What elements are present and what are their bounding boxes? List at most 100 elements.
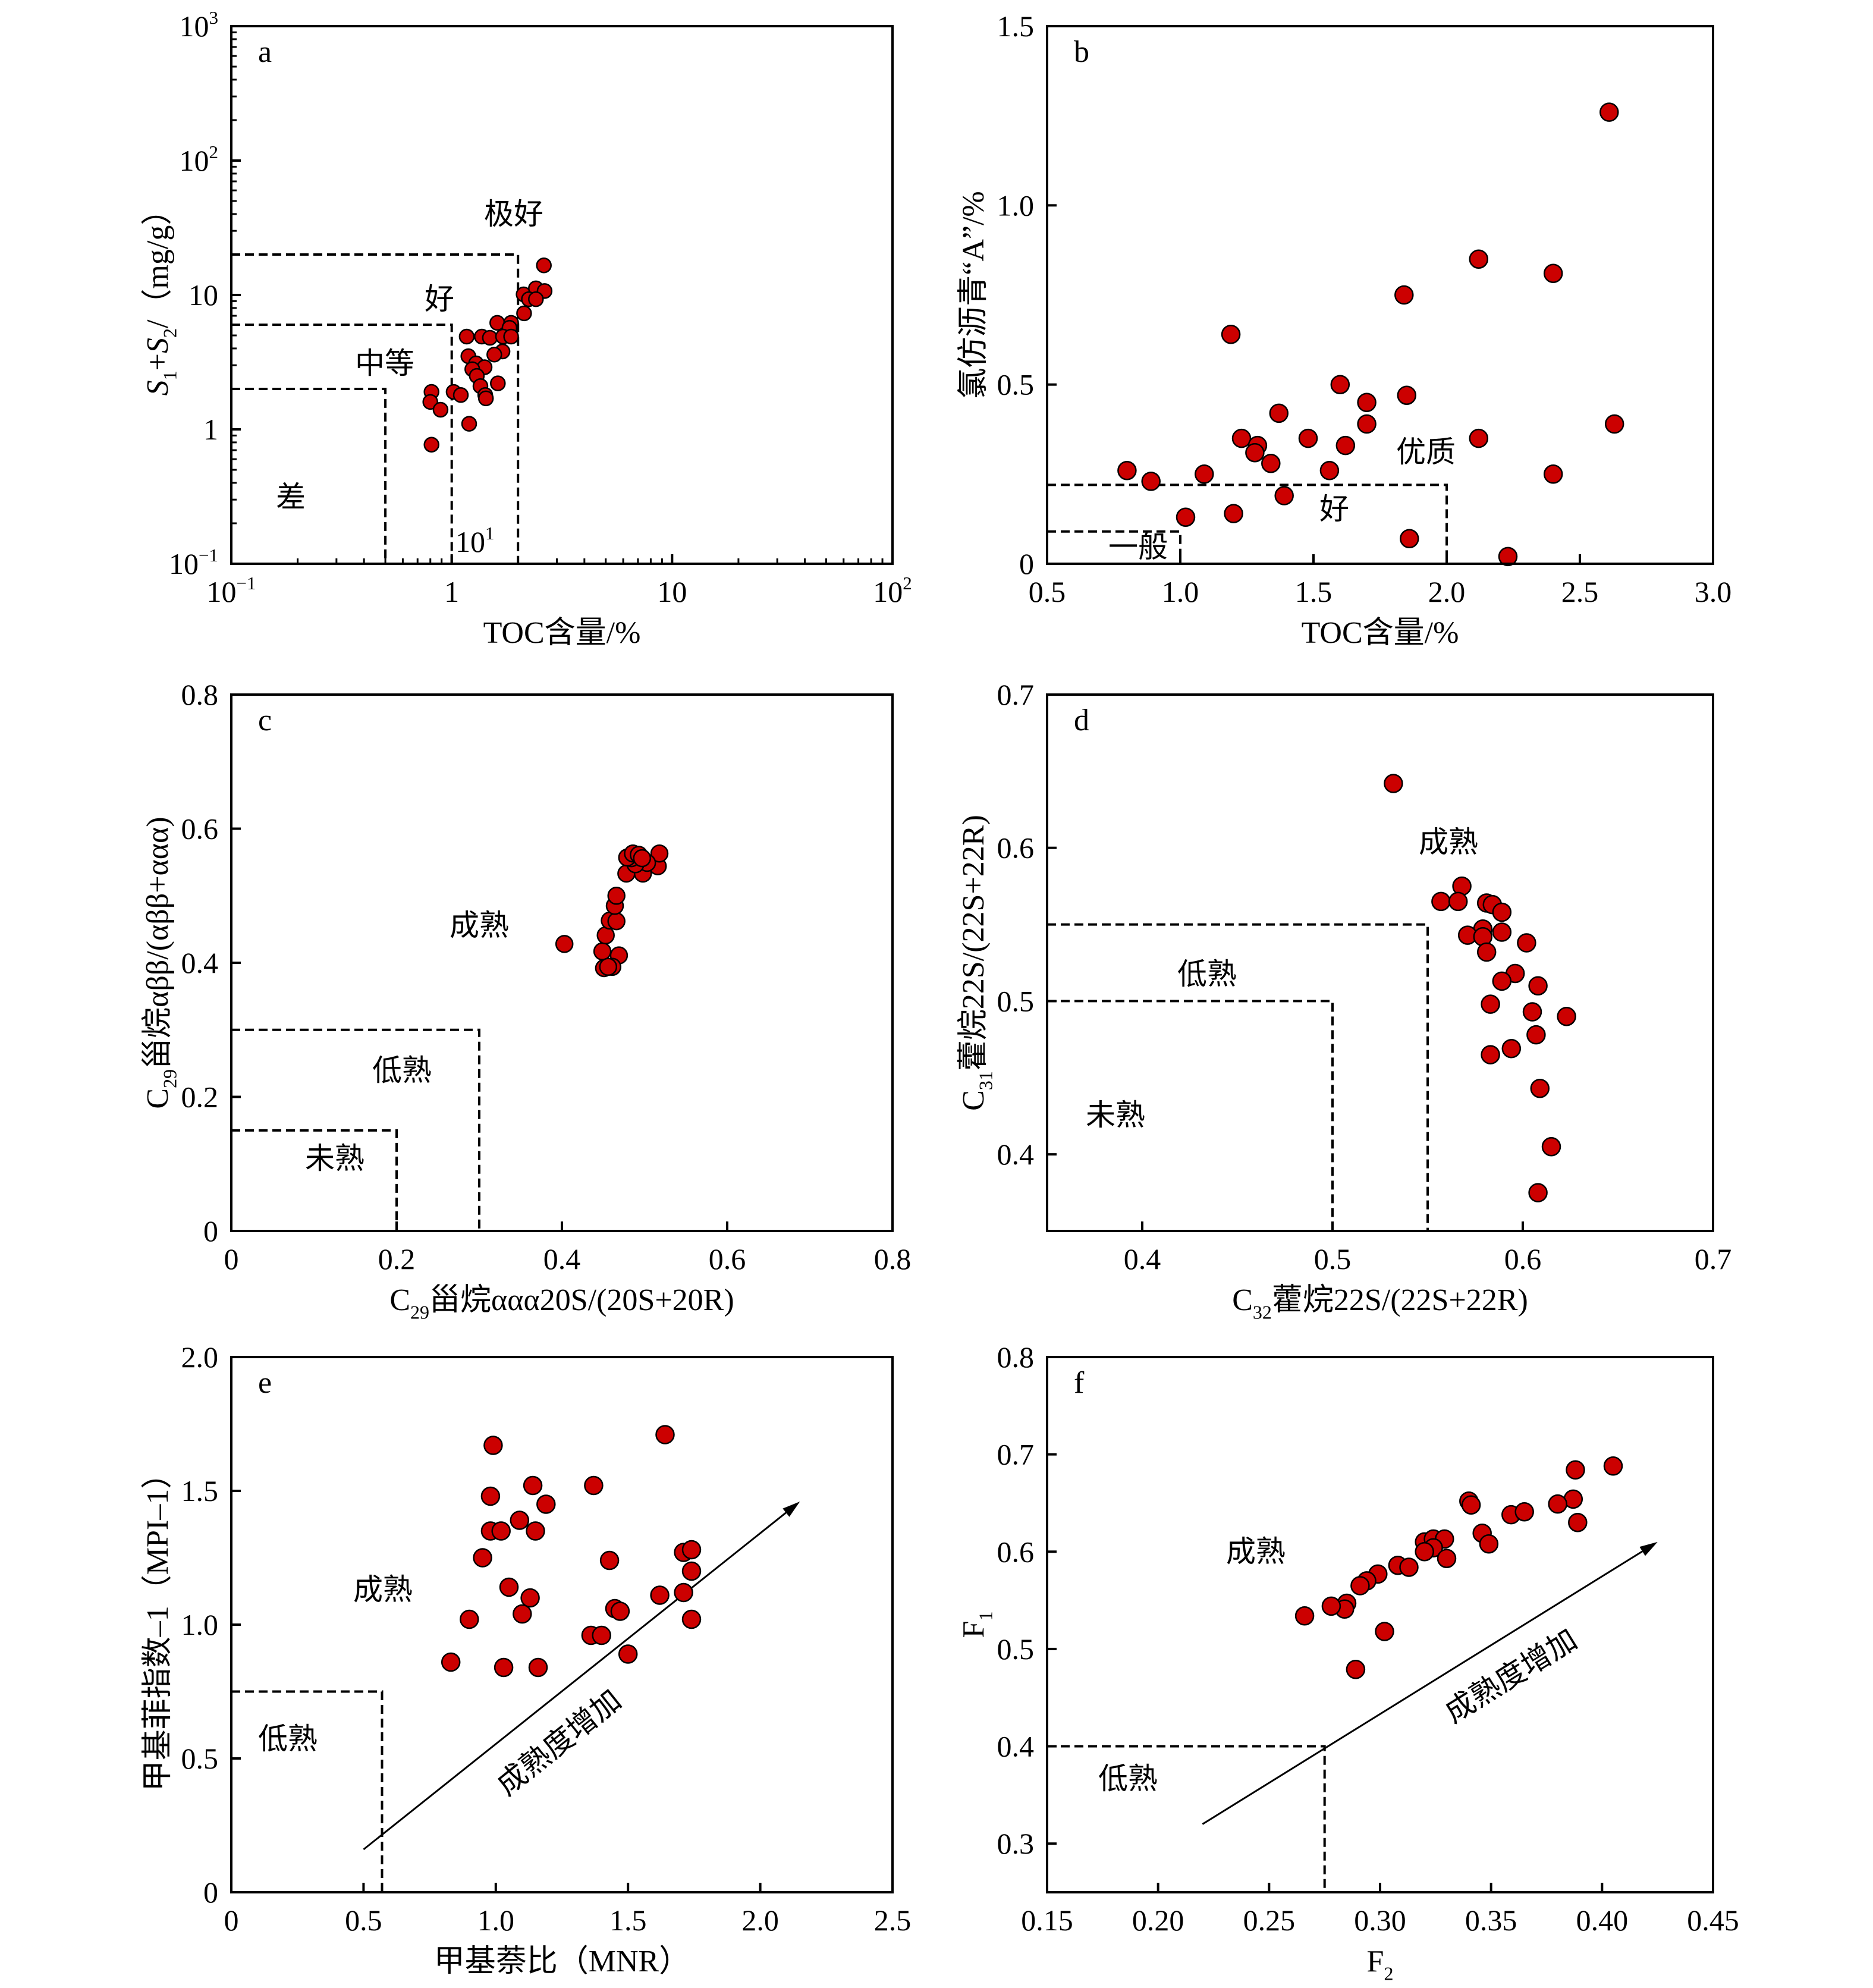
region-label: 成熟 <box>1226 1535 1286 1568</box>
text-segment: 0.7 <box>997 1438 1035 1471</box>
data-point <box>461 416 477 432</box>
maturity-trend-arrow <box>363 1512 787 1851</box>
plot-frame <box>1046 693 1714 1232</box>
x-tick-label: 0.4 <box>1124 1242 1161 1276</box>
text-segment: 29 <box>159 1069 181 1088</box>
text-segment: F <box>957 1621 991 1638</box>
text-segment: 0.4 <box>997 1138 1035 1171</box>
boundary-line <box>231 1690 384 1892</box>
text-segment: 甾烷αββ/(αββ+ααα) <box>141 816 175 1069</box>
region-label: 未熟 <box>1086 1098 1145 1132</box>
text-segment: 1 <box>975 1612 997 1621</box>
data-point <box>1543 263 1563 284</box>
data-point <box>1479 1534 1499 1554</box>
text-segment: 0.7 <box>1695 1242 1732 1276</box>
region-label: 未熟 <box>305 1142 364 1175</box>
x-tick-label: 0.5 <box>1029 575 1066 608</box>
data-point <box>1604 414 1624 434</box>
data-point <box>1319 461 1340 480</box>
data-point <box>1415 1542 1434 1562</box>
x-tick-label: 2.5 <box>1561 575 1599 608</box>
data-point <box>1176 507 1196 527</box>
y-tick-label: 0.7 <box>997 1438 1035 1471</box>
panel-letter: d <box>1074 704 1089 737</box>
x-tick-label: 0.40 <box>1576 1904 1629 1937</box>
boundary-line <box>231 388 387 564</box>
text-segment: 1 <box>159 370 181 380</box>
x-axis-title: C29甾烷ααα20S/(20S+20R) <box>389 1283 734 1323</box>
data-point <box>432 401 449 418</box>
data-point <box>618 1644 638 1664</box>
data-point <box>528 291 544 307</box>
text-segment: 2.0 <box>741 1904 779 1937</box>
x-tick-label: 0.20 <box>1132 1904 1184 1937</box>
data-point <box>1346 1660 1366 1679</box>
text-segment: 3 <box>209 7 219 28</box>
data-point <box>536 257 552 274</box>
y-tick-label: 0.4 <box>181 946 219 979</box>
y-axis-title: C29甾烷αββ/(αββ+ααα) <box>141 816 181 1108</box>
x-tick-label: 1.5 <box>609 1904 647 1937</box>
text-segment: 10 <box>873 575 903 608</box>
text-segment: C <box>389 1283 410 1317</box>
y-tick-label: 0 <box>203 1214 218 1248</box>
y-tick-label: 0 <box>1019 547 1034 580</box>
text-segment: 0.4 <box>181 946 219 979</box>
text-segment: 藿烷22S/(22S+22R) <box>1272 1283 1528 1317</box>
y-tick-label: 0.6 <box>181 812 219 846</box>
data-point <box>1530 1079 1550 1098</box>
data-point <box>494 1657 514 1678</box>
y-tick-label: 103 <box>180 7 219 43</box>
x-tick-label: 0 <box>224 1242 239 1276</box>
data-point <box>1330 375 1350 394</box>
x-tick-label: 0.45 <box>1687 1904 1739 1937</box>
data-point <box>520 1588 540 1608</box>
data-point <box>1357 392 1377 413</box>
data-point <box>1350 1576 1370 1596</box>
data-point <box>1517 933 1536 953</box>
x-axis-title: TOC含量/% <box>1302 616 1459 650</box>
arrowhead-icon <box>1639 1541 1658 1556</box>
data-point <box>458 328 475 345</box>
text-segment: 0.3 <box>997 1827 1035 1860</box>
y-tick-label: 0.5 <box>181 1742 219 1775</box>
text-segment: 0.6 <box>709 1242 746 1276</box>
data-point <box>1568 1512 1588 1532</box>
x-tick-label: 1.0 <box>477 1904 515 1937</box>
text-segment: 1.0 <box>477 1904 515 1937</box>
data-point <box>477 390 494 407</box>
text-segment: 2 <box>903 573 912 593</box>
data-point <box>1117 461 1137 480</box>
text-segment: 0.6 <box>997 1535 1035 1568</box>
panel-c-c29-sterane-ratios: 0 0.2 0.4 0.6 0.800.20.40.60.8成熟低熟未熟cC29甾烷αα… <box>141 678 911 1323</box>
data-point <box>1603 1456 1623 1476</box>
x-tick-label: 0.2 <box>378 1242 416 1276</box>
text-segment: 1.5 <box>1295 575 1333 608</box>
x-tick-label: 0.30 <box>1354 1904 1406 1937</box>
text-segment: C <box>1232 1283 1253 1317</box>
y-tick-label: 0.4 <box>997 1138 1035 1171</box>
text-segment: 10 <box>180 144 209 177</box>
x-tick-label: 0 <box>224 1904 239 1937</box>
text-segment: 0 <box>203 1876 218 1909</box>
data-point <box>1514 1502 1534 1522</box>
data-point <box>607 887 626 905</box>
text-segment: 10 <box>180 10 209 43</box>
plot-frame <box>1046 1356 1714 1893</box>
text-segment: 2 <box>1384 1963 1393 1984</box>
x-tick-label: 0.5 <box>345 1904 382 1937</box>
data-point <box>423 436 439 453</box>
region-label: 好 <box>425 282 454 316</box>
text-segment: TOC含量/% <box>1302 616 1459 650</box>
y-axis-title: F1 <box>957 1612 997 1638</box>
data-point <box>516 305 532 322</box>
text-segment: 甲基萘比（MNR） <box>434 1945 690 1978</box>
data-point <box>681 1609 702 1629</box>
text-segment: 0.8 <box>181 678 219 711</box>
text-segment: −1 <box>237 573 256 593</box>
data-point <box>510 1510 530 1530</box>
text-segment: 0.5 <box>997 1632 1035 1666</box>
y-axis-title: 氯仿沥青“A”/% <box>957 191 991 398</box>
text-segment: 29 <box>410 1302 429 1323</box>
data-point <box>1566 1460 1585 1480</box>
